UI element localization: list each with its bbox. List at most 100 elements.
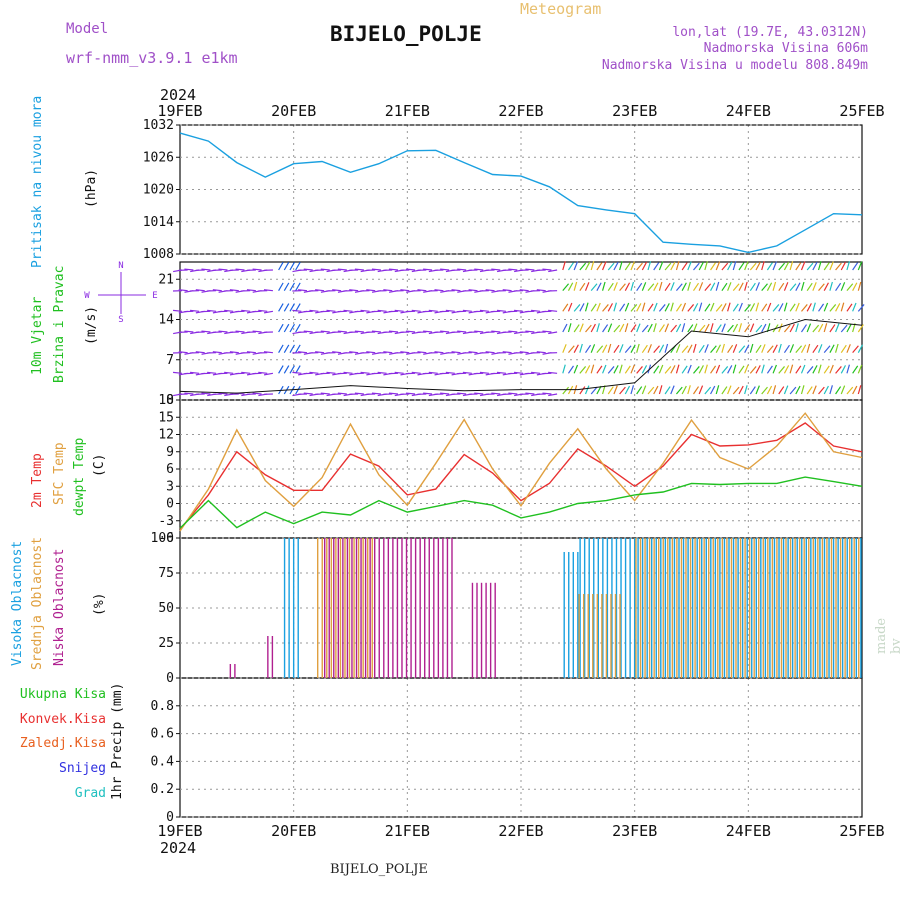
y-tick-label: 75 (158, 566, 174, 581)
wind-barb (602, 364, 607, 374)
wind-barb (738, 345, 746, 354)
y-tick-label: 14 (158, 313, 174, 328)
wind-barb (590, 323, 596, 333)
wind-dir-n: N (118, 261, 123, 271)
wind-barb (852, 345, 859, 354)
wind-barb (320, 392, 330, 395)
wind-barb (721, 262, 729, 271)
wind-barb (806, 343, 811, 353)
y-tick-label: 0.6 (151, 727, 174, 742)
wind-barb (184, 392, 194, 395)
wind-barb (744, 281, 748, 291)
wind-barb (636, 282, 643, 292)
wind-barb (783, 302, 788, 312)
wind-barb (332, 351, 342, 354)
wind-barb (670, 282, 675, 291)
wind-barb (343, 309, 353, 312)
wind-barb (653, 282, 659, 291)
wind-barb (295, 365, 301, 374)
wind-barb (749, 303, 756, 312)
wind-barb (778, 386, 785, 395)
wind-barb (812, 344, 819, 354)
wind-barb (761, 303, 768, 312)
wind-barb (675, 323, 682, 333)
wind-barb (292, 371, 302, 374)
wind-barb (406, 392, 416, 395)
wind-barb (619, 364, 623, 374)
wind-barb (289, 282, 296, 291)
wind-barb (263, 289, 273, 292)
y-tick-label: 1026 (143, 150, 174, 165)
wind-speed-line (179, 318, 863, 394)
wind-barb (857, 364, 863, 374)
wind-barb (823, 365, 830, 374)
wind-barb (653, 385, 659, 395)
wind-barb (630, 324, 637, 333)
wind-barb (812, 282, 817, 291)
wind-barb (778, 262, 785, 271)
wind-barb (289, 261, 296, 271)
wind-barb (283, 303, 290, 312)
wind-barb (513, 309, 524, 312)
wind-barb (755, 302, 760, 312)
wind-barb (664, 262, 672, 271)
wind-barb (710, 365, 717, 374)
legend-conv-precip: Konvek.Kisa (19, 712, 106, 727)
wind-barb (519, 289, 529, 292)
wind-barb (658, 261, 664, 271)
wind-barb (613, 344, 620, 354)
x-tick-label-bottom: 20FEB (271, 822, 316, 840)
wind-barb (607, 386, 614, 395)
wind-barb (715, 324, 722, 333)
wind-barb (584, 302, 589, 312)
wind-barb (783, 282, 789, 291)
x-tick-label-top: 23FEB (612, 102, 657, 120)
wind-barb (846, 386, 854, 395)
wind-barb (829, 281, 833, 291)
wind-barb (755, 324, 763, 333)
wind-barb (641, 302, 646, 312)
wind-barb (462, 309, 472, 312)
wind-barb (457, 268, 467, 271)
wind-barb (241, 309, 251, 312)
wind-barb (800, 344, 807, 353)
wind-barb (383, 289, 393, 292)
wind-barb (704, 386, 712, 395)
wind-dir-w: W (84, 291, 90, 301)
wind-barb (371, 330, 381, 333)
temp-line-2 (179, 476, 863, 529)
wind-barb (766, 262, 773, 271)
wind-barb (721, 282, 728, 292)
wind-barb (755, 365, 761, 374)
wind-barb (846, 303, 853, 312)
wind-barb (772, 364, 777, 374)
wind-barb (727, 365, 733, 374)
wind-barb (562, 364, 566, 374)
wind-barb (852, 385, 858, 395)
wind-barb (201, 268, 211, 271)
wind-barb (440, 330, 450, 333)
wind-barb (658, 281, 663, 291)
wind-barb (698, 365, 704, 374)
wind-barb (567, 365, 574, 374)
wind-barb (451, 289, 461, 292)
wind-barb (823, 262, 830, 271)
wind-barb (178, 351, 188, 354)
wind-barb (562, 344, 567, 353)
wind-barb (698, 344, 705, 354)
wind-barb (201, 330, 211, 333)
wind-barb (283, 282, 290, 291)
wind-barb (800, 385, 805, 395)
wind-barb (298, 351, 308, 354)
wind-barb (681, 365, 688, 374)
wind-barb (817, 261, 822, 271)
wind-barb (653, 345, 660, 354)
wind-barb (491, 392, 501, 395)
wind-barb (278, 303, 284, 312)
wind-barb (704, 303, 711, 312)
wind-barb (630, 364, 635, 374)
wind-barb (278, 261, 284, 271)
wind-barb (704, 283, 712, 292)
wind-barb (474, 392, 484, 395)
wind-barb (567, 302, 573, 312)
